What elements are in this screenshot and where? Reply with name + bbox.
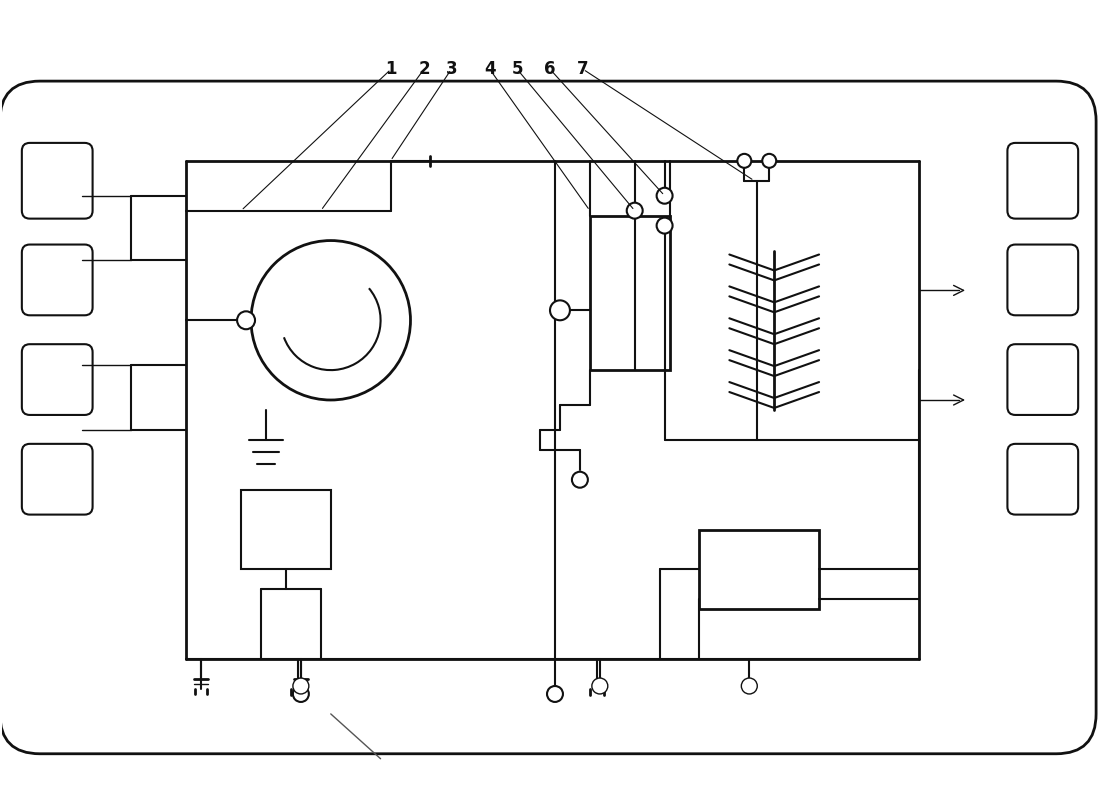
Text: 5: 5 (512, 60, 522, 78)
Text: 7: 7 (578, 60, 588, 78)
Circle shape (547, 686, 563, 702)
Circle shape (592, 678, 608, 694)
Circle shape (657, 218, 672, 234)
Circle shape (762, 154, 777, 168)
Circle shape (293, 678, 309, 694)
Circle shape (572, 472, 587, 488)
Text: eurospares: eurospares (543, 474, 820, 517)
FancyBboxPatch shape (22, 444, 92, 514)
Text: 4: 4 (484, 60, 495, 78)
Circle shape (550, 300, 570, 320)
Text: eurospares: eurospares (106, 275, 381, 318)
Circle shape (251, 241, 410, 400)
Text: 2: 2 (418, 60, 430, 78)
Text: 1: 1 (385, 60, 397, 78)
FancyBboxPatch shape (1008, 444, 1078, 514)
Circle shape (737, 154, 751, 168)
Bar (700, 530, 820, 610)
Text: eurospares: eurospares (106, 474, 381, 517)
FancyBboxPatch shape (0, 81, 1096, 754)
FancyBboxPatch shape (22, 245, 92, 315)
Circle shape (293, 686, 309, 702)
Circle shape (627, 202, 642, 218)
FancyBboxPatch shape (1008, 344, 1078, 415)
FancyBboxPatch shape (22, 143, 92, 218)
Circle shape (657, 188, 672, 204)
Text: eurospares: eurospares (543, 275, 820, 318)
Text: 3: 3 (446, 60, 458, 78)
Circle shape (238, 311, 255, 330)
Circle shape (741, 678, 757, 694)
FancyBboxPatch shape (22, 344, 92, 415)
Text: 6: 6 (544, 60, 556, 78)
Bar (590, 216, 670, 370)
FancyBboxPatch shape (1008, 245, 1078, 315)
Bar (241, 490, 331, 570)
FancyBboxPatch shape (1008, 143, 1078, 218)
